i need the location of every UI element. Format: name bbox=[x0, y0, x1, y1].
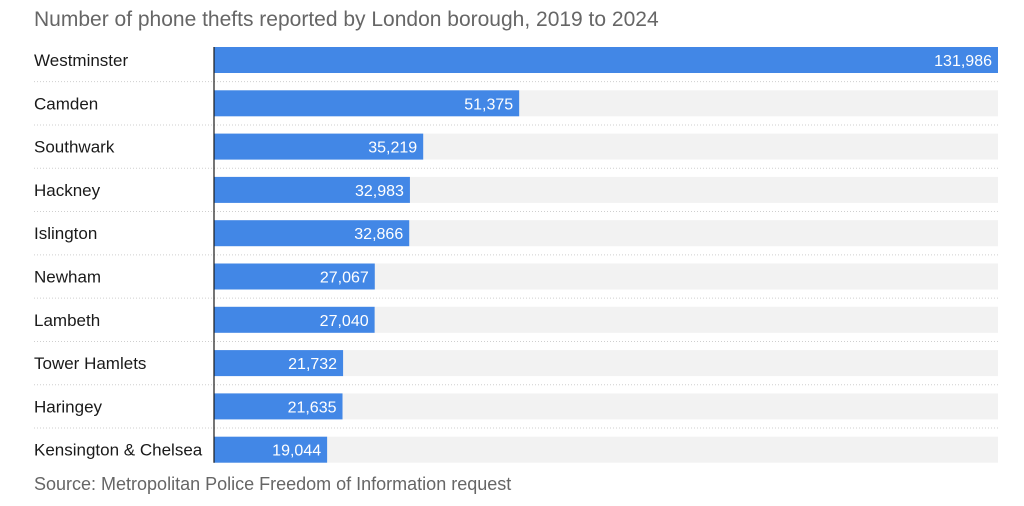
category-label-newham: Newham bbox=[34, 268, 101, 287]
value-label-islington: 32,866 bbox=[354, 226, 403, 243]
bar-track-kensington-and-chelsea bbox=[214, 436, 998, 463]
category-label-tower-hamlets: Tower Hamlets bbox=[34, 354, 146, 373]
bar-lambeth bbox=[214, 306, 375, 333]
category-labels: Westminster Camden Southwark Hackney Islingt… bbox=[34, 51, 203, 460]
value-label-tower-hamlets: 21,732 bbox=[288, 356, 337, 373]
category-label-lambeth: Lambeth bbox=[34, 311, 100, 330]
category-label-islington: Islington bbox=[34, 224, 97, 243]
bar-tower-hamlets bbox=[214, 350, 344, 377]
bar-track-tower-hamlets bbox=[214, 350, 998, 377]
bar-camden bbox=[214, 90, 520, 117]
value-label-westminster: 131,986 bbox=[934, 53, 992, 70]
source-note: Source: Metropolitan Police Freedom of I… bbox=[34, 474, 512, 494]
bar-track-haringey bbox=[214, 393, 998, 420]
category-label-hackney: Hackney bbox=[34, 181, 101, 200]
chart-title: Number of phone thefts reported by Londo… bbox=[34, 8, 659, 31]
value-label-camden: 51,375 bbox=[464, 96, 513, 113]
value-label-haringey: 21,635 bbox=[288, 399, 337, 416]
bar-kensington-and-chelsea bbox=[214, 436, 328, 463]
value-label-lambeth: 27,040 bbox=[320, 313, 369, 330]
value-label-southwark: 35,219 bbox=[368, 140, 417, 157]
category-label-kensington-and-chelsea: Kensington & Chelsea bbox=[34, 441, 203, 460]
category-label-southwark: Southwark bbox=[34, 138, 115, 157]
value-label-hackney: 32,983 bbox=[355, 183, 404, 200]
bars bbox=[214, 47, 998, 463]
category-label-camden: Camden bbox=[34, 94, 98, 113]
bar-southwark bbox=[214, 133, 424, 160]
value-label-newham: 27,067 bbox=[320, 270, 369, 287]
bar-hackney bbox=[214, 176, 410, 203]
bar-haringey bbox=[214, 393, 343, 420]
category-label-westminster: Westminster bbox=[34, 51, 128, 70]
bar-newham bbox=[214, 263, 375, 290]
value-labels: 131,986 51,375 35,219 32,983 32,866 27,067 27,… bbox=[272, 53, 992, 460]
bar-westminster bbox=[214, 47, 998, 73]
category-label-haringey: Haringey bbox=[34, 397, 103, 416]
bar-islington bbox=[214, 220, 410, 247]
value-label-kensington-and-chelsea: 19,044 bbox=[272, 443, 321, 460]
